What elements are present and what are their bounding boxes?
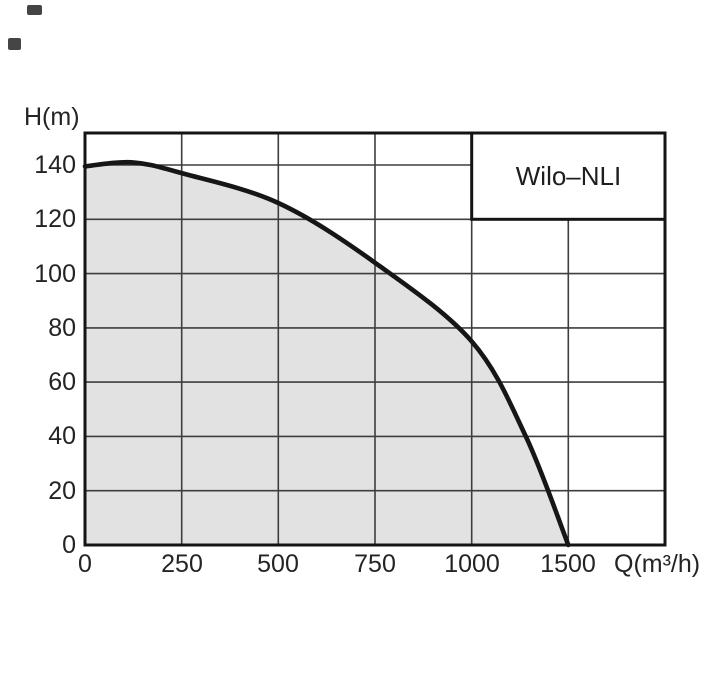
- curve-area-fill: [85, 162, 569, 545]
- y-tick-label: 80: [48, 314, 76, 342]
- scan-speck-icon: [8, 38, 21, 50]
- y-tick-label: 120: [34, 205, 76, 233]
- x-axis-title: Q(m³/h): [614, 550, 701, 578]
- scan-speck-icon: [27, 5, 42, 15]
- x-tick-label: 750: [354, 550, 396, 578]
- y-tick-label: 60: [48, 368, 76, 396]
- x-tick-label: 1000: [444, 550, 500, 578]
- y-tick-label: 140: [34, 151, 76, 179]
- pump-curve: [82, 159, 571, 548]
- legend-label: Wilo–NLI: [515, 161, 622, 191]
- y-tick-label: 40: [48, 422, 76, 450]
- y-tick-label: 100: [34, 260, 76, 288]
- x-tick-label: 250: [161, 550, 203, 578]
- plot-border: [83, 131, 667, 547]
- x-tick-label: 500: [257, 550, 299, 578]
- y-axis-title: H(m): [24, 103, 80, 131]
- x-tick-label: 1500: [540, 550, 596, 578]
- x-tick-label: 0: [78, 550, 92, 578]
- y-tick-label: 0: [62, 531, 76, 559]
- y-tick-label: 20: [48, 477, 76, 505]
- legend-box: [470, 131, 667, 221]
